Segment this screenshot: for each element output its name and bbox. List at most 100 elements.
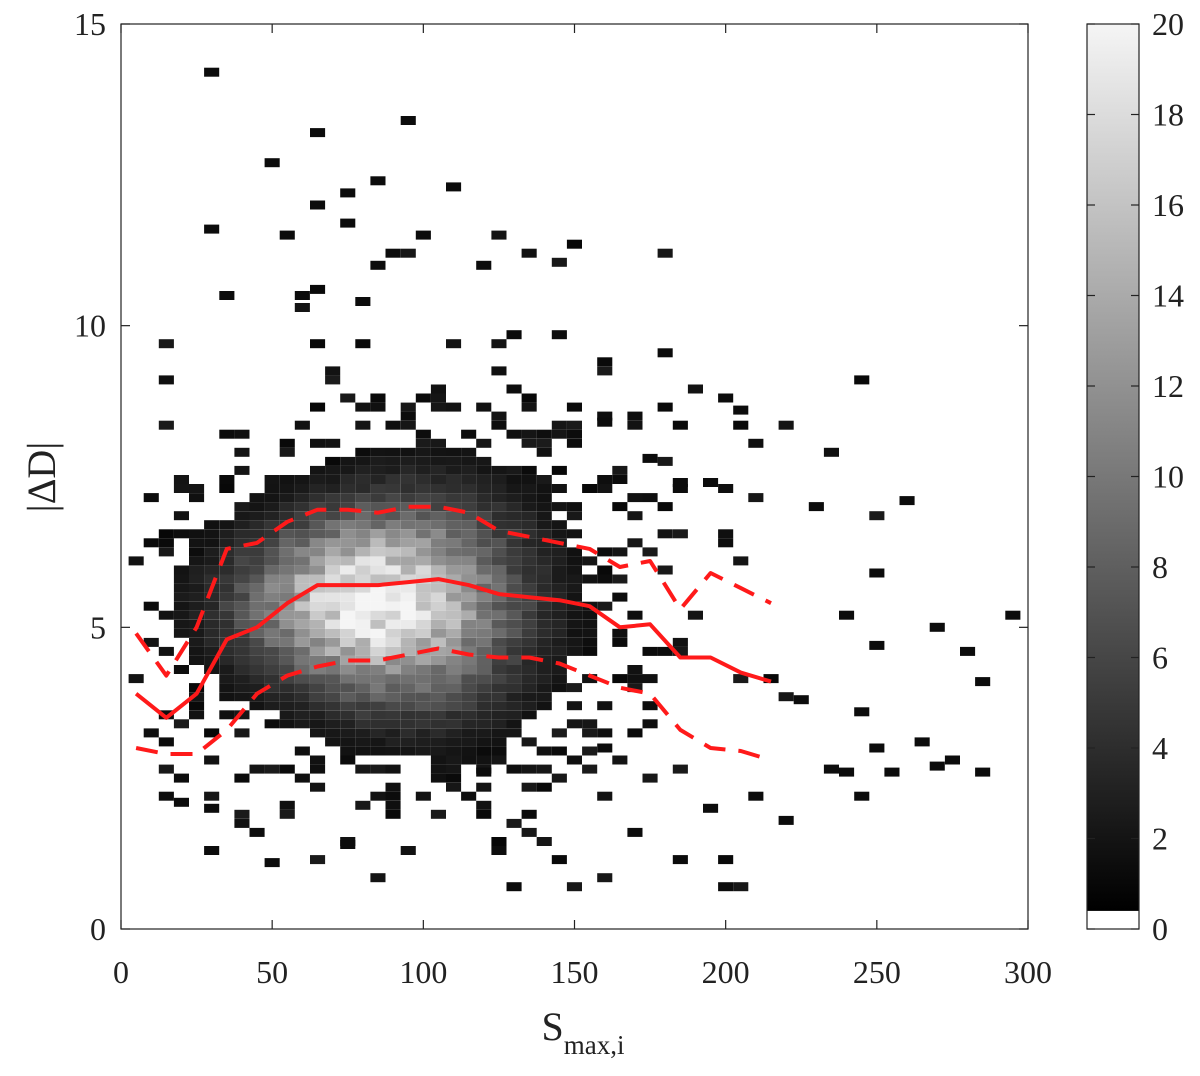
heatmap-cell: [551, 619, 567, 629]
heatmap-cell: [476, 260, 492, 270]
heatmap-cell: [491, 583, 507, 593]
heatmap-cell: [385, 420, 401, 430]
heatmap-cell: [430, 701, 446, 711]
heatmap-cell: [340, 701, 356, 711]
heatmap-cell: [582, 674, 598, 684]
heatmap-cell: [446, 547, 462, 557]
heatmap-cell: [491, 719, 507, 729]
heatmap-cell: [430, 737, 446, 747]
heatmap-cell: [566, 502, 582, 512]
heatmap-cell: [446, 665, 462, 674]
heatmap-cell: [430, 438, 446, 448]
heatmap-cell: [189, 493, 205, 503]
heatmap-cell: [158, 646, 174, 656]
heatmap-cell: [189, 601, 205, 611]
heatmap-cell: [960, 646, 976, 656]
heatmap-cell: [536, 701, 552, 711]
heatmap-cell: [521, 402, 537, 412]
heatmap-cell: [521, 475, 537, 484]
heatmap-cell: [566, 429, 582, 439]
y-axis-label: |ΔD|: [19, 442, 64, 513]
heatmap-cell: [340, 456, 356, 466]
heatmap-cell: [627, 538, 643, 548]
heatmap-cell: [461, 484, 477, 493]
heatmap-cell: [173, 475, 189, 484]
heatmap-cell: [461, 592, 477, 602]
heatmap-cell: [461, 529, 477, 539]
heatmap-cell: [657, 348, 673, 358]
heatmap-cell: [491, 755, 507, 765]
heatmap-cell: [355, 420, 371, 430]
heatmap-cell: [551, 601, 567, 611]
heatmap-cell: [400, 411, 416, 421]
heatmap-cell: [566, 556, 582, 566]
heatmap-cell: [310, 556, 326, 566]
heatmap-cell: [672, 637, 688, 647]
heatmap-cell: [325, 683, 341, 693]
heatmap-cell: [370, 701, 386, 711]
heatmap-cell: [506, 637, 522, 647]
heatmap-cell: [415, 746, 431, 756]
heatmap-cell: [657, 646, 673, 656]
heatmap-cell: [491, 610, 507, 620]
heatmap-cell: [370, 583, 386, 593]
heatmap-cell: [491, 683, 507, 693]
heatmap-cell: [446, 556, 462, 566]
heatmap-cell: [279, 592, 295, 602]
heatmap-cell: [521, 538, 537, 548]
heatmap-cell: [294, 601, 310, 611]
heatmap-cell: [294, 475, 310, 484]
heatmap-cell: [566, 882, 582, 892]
heatmap-cell: [325, 610, 341, 620]
heatmap-cell: [476, 547, 492, 557]
heatmap-cell: [234, 728, 250, 738]
heatmap-cell: [294, 628, 310, 638]
heatmap-cell: [294, 592, 310, 602]
heatmap-cell: [521, 493, 537, 503]
heatmap-cell: [158, 420, 174, 430]
heatmap-cell: [415, 619, 431, 629]
heatmap-cell: [506, 565, 522, 575]
heatmap-cell: [476, 719, 492, 729]
heatmap-cell: [415, 628, 431, 638]
heatmap-cell: [310, 438, 326, 448]
colorbar-tick-label: 10: [1152, 459, 1184, 495]
heatmap-cell: [385, 529, 401, 539]
heatmap-cell: [430, 646, 446, 656]
heatmap-cell: [491, 637, 507, 647]
heatmap-cell: [612, 502, 628, 512]
heatmap-cell: [264, 674, 280, 684]
heatmap-cell: [355, 710, 371, 720]
heatmap-cell: [279, 628, 295, 638]
heatmap-cell: [158, 339, 174, 349]
heatmap-cell: [355, 511, 371, 521]
heatmap-cell: [400, 637, 416, 647]
heatmap-cell: [446, 484, 462, 493]
heatmap-cell: [476, 767, 492, 777]
heatmap-cell: [491, 493, 507, 503]
colorbar: 0 2 4 6 8 10 12 14 16 18 20: [1086, 6, 1184, 947]
heatmap-cell: [158, 710, 174, 720]
heatmap-cell: [566, 683, 582, 693]
heatmap-cell: [476, 475, 492, 484]
heatmap-cell: [415, 547, 431, 557]
heatmap-cell: [189, 556, 205, 566]
heatmap-cell: [430, 529, 446, 539]
heatmap-cell: [446, 565, 462, 575]
heatmap-cell: [400, 502, 416, 512]
heatmap-cell: [294, 646, 310, 656]
heatmap-cell: [370, 465, 386, 475]
heatmap-cell: [748, 493, 764, 503]
heatmap-cell: [385, 502, 401, 512]
heatmap-cell: [189, 701, 205, 711]
heatmap-cell: [310, 628, 326, 638]
heatmap-cell: [476, 511, 492, 521]
heatmap-cell: [385, 656, 401, 665]
heatmap-cell: [430, 384, 446, 394]
heatmap-cell: [340, 746, 356, 756]
heatmap-cell: [733, 420, 749, 430]
heatmap-cell: [461, 637, 477, 647]
heatmap-cell: [370, 565, 386, 575]
heatmap-cell: [310, 520, 326, 530]
heatmap-cell: [355, 737, 371, 747]
